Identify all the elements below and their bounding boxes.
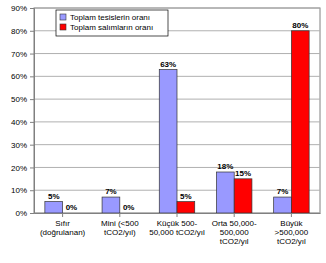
- bars: [45, 31, 309, 213]
- x-tick: Sıfır(doğrulanan): [40, 213, 86, 237]
- data-labels: 5% 7% 63% 18% 7% 0% 0% 5% 15% 80%: [48, 21, 308, 212]
- y-tick: 80%: [11, 27, 34, 36]
- x-tick-label-line: 500,000: [220, 228, 249, 237]
- y-tick-mark: [30, 54, 34, 55]
- plot-frame: [34, 8, 320, 213]
- x-tick-label-line: Orta 50,000-: [212, 219, 257, 228]
- y-tick-label: 90%: [11, 4, 27, 13]
- y-tick: 90%: [11, 4, 34, 13]
- y-tick-label: 20%: [11, 164, 27, 173]
- y-tick-label: 0%: [15, 209, 27, 218]
- x-tick-label: Orta 50,000-500,000tCO2/yıl: [212, 219, 257, 246]
- x-tick-mark: [177, 213, 178, 217]
- bar: [274, 197, 292, 213]
- y-axis-line: [30, 9, 35, 214]
- y-tick-mark: [30, 31, 34, 32]
- bar: [177, 202, 195, 213]
- legend-item: Toplam tesislerin oranı: [60, 13, 150, 22]
- y-tick: 0%: [15, 209, 34, 218]
- y-tick-mark: [30, 213, 34, 214]
- y-tick-label: 80%: [11, 27, 27, 36]
- x-tick: Küçük 500-50,000 tCO2/yıl: [149, 213, 205, 237]
- chart: 0% 10% 20% 30% 40% 50% 60% 70% 80% 90% Sıfır(doğru…: [0, 0, 326, 263]
- x-axis: Sıfır(doğrulanan) Mini (<500tCO2/yıl) Küçü…: [35, 213, 321, 246]
- bar: [234, 179, 252, 213]
- y-tick-mark: [30, 145, 34, 146]
- x-tick-mark: [62, 213, 63, 217]
- x-tick-label-line: Sıfır: [55, 219, 70, 228]
- y-tick-label: 10%: [11, 186, 27, 195]
- x-tick: Mini (<500tCO2/yıl): [101, 213, 139, 237]
- x-tick-label-line: Küçük 500-: [157, 219, 198, 228]
- y-tick-label: 30%: [11, 141, 27, 150]
- x-tick-label-line: tCO2/yıl: [220, 237, 249, 246]
- x-tick: Büyük>500,000tCO2/yıl: [275, 213, 309, 246]
- bar: [45, 202, 63, 213]
- y-tick: 40%: [11, 118, 34, 127]
- bar: [102, 197, 120, 213]
- grid: [34, 8, 320, 213]
- data-label: 7%: [105, 187, 117, 196]
- x-tick-label: Sıfır(doğrulanan): [40, 219, 86, 237]
- legend-swatch: [60, 14, 66, 20]
- y-tick-label: 40%: [11, 118, 27, 127]
- legend-swatch: [60, 24, 66, 30]
- bar: [291, 31, 309, 213]
- legend-box: [56, 10, 168, 36]
- y-tick: 30%: [11, 141, 34, 150]
- y-tick-label: 60%: [11, 72, 27, 81]
- bar: [159, 70, 177, 214]
- x-tick-label-line: Mini (<500: [101, 219, 139, 228]
- x-tick-label: Büyük>500,000tCO2/yıl: [275, 219, 309, 246]
- data-label: 63%: [160, 60, 176, 69]
- y-tick: 70%: [11, 50, 34, 59]
- x-tick-label-line: Büyük: [280, 219, 303, 228]
- x-tick-label-line: >500,000: [275, 228, 309, 237]
- y-tick: 20%: [11, 164, 34, 173]
- y-tick-mark: [30, 122, 34, 123]
- data-label: 0%: [66, 203, 78, 212]
- legend: Toplam tesislerin oranıToplam salımların…: [56, 10, 168, 36]
- x-tick-label-line: (doğrulanan): [40, 228, 86, 237]
- data-label: 5%: [180, 192, 192, 201]
- x-tick-label: Mini (<500tCO2/yıl): [101, 219, 139, 237]
- y-tick-mark: [30, 167, 34, 168]
- bar: [63, 213, 81, 214]
- bar: [216, 172, 234, 213]
- x-tick-mark: [234, 213, 235, 217]
- x-tick-mark: [291, 213, 292, 217]
- bar: [120, 213, 138, 214]
- x-tick-label-line: 50,000 tCO2/yıl: [149, 228, 205, 237]
- data-label: 5%: [48, 192, 60, 201]
- y-tick: 60%: [11, 72, 34, 81]
- data-label: 15%: [235, 169, 251, 178]
- legend-label: Toplam salımların oranı: [70, 23, 153, 32]
- y-tick-mark: [30, 99, 34, 100]
- legend-item: Toplam salımların oranı: [60, 23, 153, 32]
- y-tick: 10%: [11, 186, 34, 195]
- grid-line: [34, 8, 320, 9]
- y-axis: 0% 10% 20% 30% 40% 50% 60% 70% 80% 90%: [11, 4, 35, 218]
- grid-line: [34, 53, 320, 54]
- plot: 0% 10% 20% 30% 40% 50% 60% 70% 80% 90% Sıfır(doğru…: [11, 4, 321, 246]
- x-tick-mark: [119, 213, 120, 217]
- data-label: 0%: [123, 203, 135, 212]
- data-label: 80%: [292, 21, 308, 30]
- legend-label: Toplam tesislerin oranı: [70, 13, 150, 22]
- x-tick-label-line: tCO2/yıl): [104, 228, 136, 237]
- y-tick: 50%: [11, 95, 34, 104]
- x-tick-label: Küçük 500-50,000 tCO2/yıl: [149, 219, 205, 237]
- y-tick-mark: [30, 190, 34, 191]
- data-label: 18%: [217, 162, 233, 171]
- y-tick-label: 50%: [11, 95, 27, 104]
- y-tick-mark: [30, 76, 34, 77]
- x-tick-label-line: tCO2/yıl: [277, 237, 306, 246]
- data-label: 7%: [277, 187, 289, 196]
- y-tick-mark: [30, 8, 34, 9]
- x-tick: Orta 50,000-500,000tCO2/yıl: [212, 213, 257, 246]
- y-tick-label: 70%: [11, 50, 27, 59]
